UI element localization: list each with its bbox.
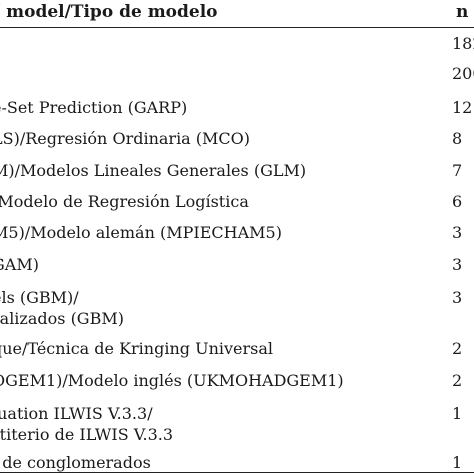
n-cell: 6 (452, 192, 463, 211)
n-cell: 2 (452, 339, 463, 358)
n-cell: 8 (452, 129, 463, 148)
model-cell: GAM) (0, 255, 39, 274)
model-cell: M5)/Modelo alemán (MPIECHAM5) (0, 223, 282, 242)
n-cell: 12 (452, 98, 473, 117)
header-model-type: / model/Tipo de modelo (0, 2, 218, 22)
n-cell: 3 (452, 223, 463, 242)
model-cell: e-Set Prediction (GARP) (0, 98, 188, 117)
model-cell: l de conglomerados (0, 453, 151, 472)
model-cell: luation ILWIS V.3.3/ rtiterio de ILWIS V… (0, 404, 174, 444)
n-cell: 1 (452, 453, 463, 472)
n-cell: 2 (452, 371, 463, 390)
table-header: / model/Tipo de modelo n (0, 0, 474, 28)
n-cell: 1 (452, 404, 463, 423)
model-cell: els (GBM)/ ralizados (GBM) (0, 288, 124, 328)
n-cell: 200 (452, 64, 474, 83)
model-cell: OGEM1)/Modelo inglés (UKMOHADGEM1) (0, 371, 344, 390)
n-cell: 3 (452, 288, 463, 307)
model-cell: /Modelo de Regresión Logística (0, 192, 249, 211)
table-bottom-rule (0, 472, 474, 473)
model-cell: que/Técnica de Kringing Universal (0, 339, 274, 358)
header-rule (0, 27, 474, 28)
n-cell: 7 (452, 161, 463, 180)
n-cell: 3 (452, 255, 463, 274)
n-cell: 182 (452, 34, 474, 53)
model-cell: LS)/Regresión Ordinaria (MCO) (0, 129, 251, 148)
header-n: n (456, 2, 469, 22)
model-cell: M)/Modelos Lineales Generales (GLM) (0, 161, 307, 180)
